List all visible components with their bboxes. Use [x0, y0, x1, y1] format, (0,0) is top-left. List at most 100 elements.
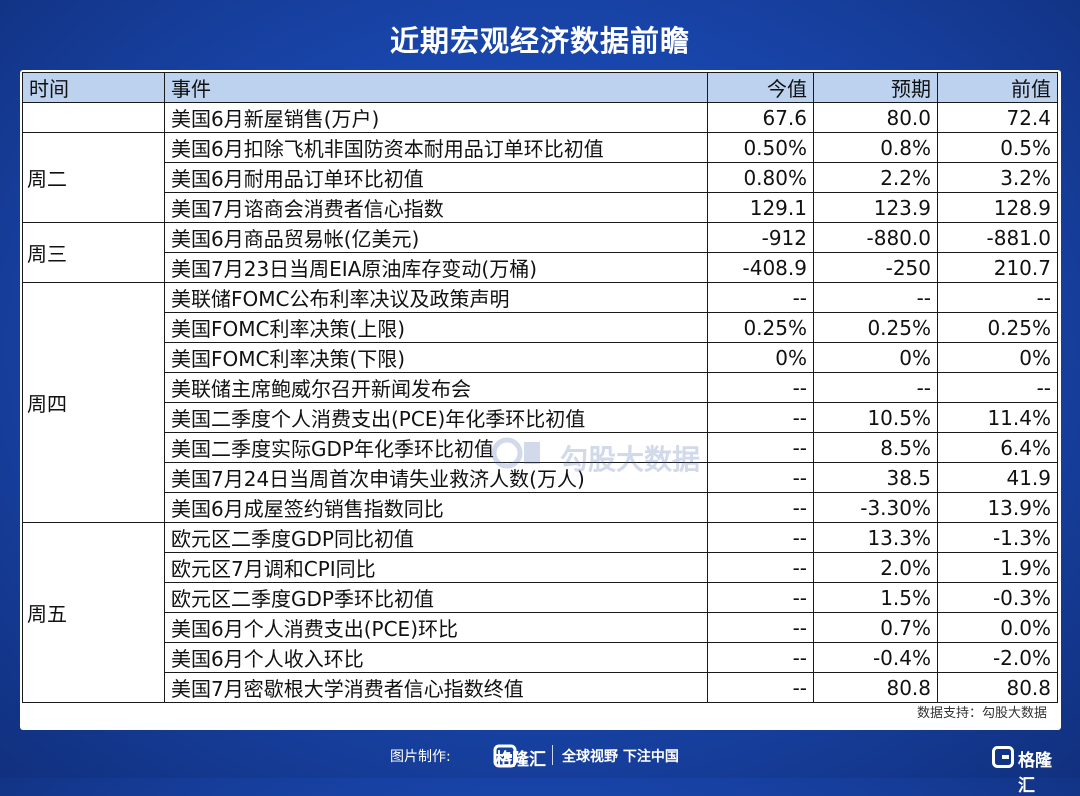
forecast-cell: -- — [813, 372, 938, 403]
actual-cell: -- — [707, 432, 814, 463]
forecast-cell: -0.4% — [813, 642, 938, 673]
previous-cell: 11.4% — [937, 402, 1058, 433]
page-title: 近期宏观经济数据前瞻 — [389, 24, 690, 58]
corner-brand-name: 格隆汇 — [1018, 751, 1052, 796]
forecast-cell: 13.3% — [813, 522, 938, 553]
event-cell: 美国6月个人收入环比 — [164, 642, 708, 673]
event-cell: 美国6月个人消费支出(PCE)环比 — [164, 612, 708, 643]
forecast-cell: 80.8 — [813, 672, 938, 703]
previous-cell: 1.9% — [937, 552, 1058, 583]
previous-cell: 41.9 — [937, 462, 1058, 493]
forecast-cell: 80.0 — [813, 102, 938, 133]
forecast-cell: 8.5% — [813, 432, 938, 463]
table-row: 美国7月24日当周首次申请失业救济人数(万人) -- 38.5 41.9 — [23, 462, 1058, 493]
table-row: 周三 美国6月商品贸易帐(亿美元) -912 -880.0 -881.0 — [22, 222, 1058, 283]
table-row: 美国7月23日当周EIA原油库存变动(万桶) -408.9 -250 210.7 — [23, 252, 1058, 283]
footer-slogan: 全球视野 下注中国 — [562, 749, 679, 765]
actual-cell: -- — [707, 642, 814, 673]
forecast-cell: 2.2% — [813, 162, 938, 193]
data-source: 数据支持：勾股大数据 — [916, 706, 1047, 721]
table-header-row: 时间 事件 今值 预期 前值 — [22, 72, 1058, 103]
table-row: 美国7月密歇根大学消费者信心指数终值 -- 80.8 80.8 — [23, 672, 1058, 703]
actual-cell: -- — [707, 672, 814, 703]
footer-bar: 图片制作: 格隆汇 全球视野 下注中国 格隆汇 — [0, 738, 1080, 796]
previous-cell: 72.4 — [937, 102, 1058, 133]
forecast-cell: 38.5 — [813, 462, 938, 493]
table-row: 美国7月谘商会消费者信心指数 129.1 123.9 128.9 — [23, 192, 1058, 223]
actual-cell: 67.6 — [707, 102, 814, 133]
header-actual: 今值 — [707, 72, 814, 103]
table-row: 美国二季度个人消费支出(PCE)年化季环比初值 -- 10.5% 11.4% — [23, 402, 1058, 433]
table-row: 周五 欧元区二季度GDP同比初值 -- 13.3% -1.3% — [22, 522, 1058, 703]
header-forecast: 预期 — [813, 72, 938, 103]
table-row: 美国6月新屋销售(万户) 67.6 80.0 72.4 — [22, 102, 1058, 133]
forecast-cell: 123.9 — [813, 192, 938, 223]
forecast-cell: 2.0% — [813, 552, 938, 583]
forecast-cell: -880.0 — [813, 222, 938, 253]
event-cell: 欧元区二季度GDP同比初值 — [164, 522, 708, 553]
table-body: 美国6月新屋销售(万户) 67.6 80.0 72.4 周二 美国6月扣除飞机非国防资本耐… — [22, 102, 1058, 703]
forecast-cell: 0.8% — [813, 132, 938, 163]
actual-cell: 0.80% — [707, 162, 814, 193]
header-event: 事件 — [164, 72, 708, 103]
event-cell: 美国二季度个人消费支出(PCE)年化季环比初值 — [164, 402, 708, 433]
event-cell: 欧元区二季度GDP季环比初值 — [164, 582, 708, 613]
event-cell: 美国7月密歇根大学消费者信心指数终值 — [164, 672, 708, 703]
forecast-cell: 0.7% — [813, 612, 938, 643]
actual-cell: -- — [707, 612, 814, 643]
table-row: 美国二季度实际GDP年化季环比初值 -- 8.5% 6.4% — [23, 432, 1058, 463]
actual-cell: -- — [707, 522, 814, 553]
macro-data-table: 时间 事件 今值 预期 前值 美国6月新屋销售(万户) 67.6 80.0 72.4 周… — [22, 72, 1058, 703]
actual-cell: -912 — [707, 222, 814, 253]
table-row: 美国6月个人消费支出(PCE)环比 -- 0.7% 0.0% — [23, 612, 1058, 643]
actual-cell: 0% — [707, 342, 814, 373]
actual-cell: -- — [707, 492, 814, 523]
event-cell: 美国二季度实际GDP年化季环比初值 — [164, 432, 708, 463]
day-cell: 周四 — [22, 282, 165, 523]
actual-cell: -- — [707, 582, 814, 613]
table-row: 美国FOMC利率决策(上限) 0.25% 0.25% 0.25% — [23, 312, 1058, 343]
table-row: 欧元区二季度GDP季环比初值 -- 1.5% -0.3% — [23, 582, 1058, 613]
previous-cell: 80.8 — [937, 672, 1058, 703]
day-cell: 周二 — [22, 132, 165, 223]
day-cell: 周五 — [22, 522, 165, 703]
forecast-cell: 0% — [813, 342, 938, 373]
actual-cell: 0.50% — [707, 132, 814, 163]
corner-logo-icon — [992, 746, 1014, 768]
actual-cell: -408.9 — [707, 252, 814, 283]
event-cell: 美国6月扣除飞机非国防资本耐用品订单环比初值 — [164, 132, 708, 163]
event-cell: 美国7月谘商会消费者信心指数 — [164, 192, 708, 223]
table-row: 美国6月成屋签约销售指数同比 -- -3.30% 13.9% — [23, 492, 1058, 523]
forecast-cell: -- — [813, 282, 938, 313]
day-cell: 周三 — [22, 222, 165, 283]
table-row: 美联储主席鲍威尔召开新闻发布会 -- -- -- — [23, 372, 1058, 403]
event-cell: 美联储FOMC公布利率决议及政策声明 — [164, 282, 708, 313]
event-cell: 美国6月耐用品订单环比初值 — [164, 162, 708, 193]
previous-cell: -1.3% — [937, 522, 1058, 553]
table-row: 美国6月个人收入环比 -- -0.4% -2.0% — [23, 642, 1058, 673]
brand-logo-icon — [493, 744, 517, 768]
previous-cell: 210.7 — [937, 252, 1058, 283]
actual-cell: -- — [707, 462, 814, 493]
event-cell: 美国FOMC利率决策(上限) — [164, 312, 708, 343]
actual-cell: -- — [707, 372, 814, 403]
previous-cell: -- — [937, 372, 1058, 403]
previous-cell: -- — [937, 282, 1058, 313]
day-cell — [22, 102, 165, 133]
previous-cell: -881.0 — [937, 222, 1058, 253]
brand-name: 格隆汇 — [495, 750, 546, 770]
table-row: 美国FOMC利率决策(下限) 0% 0% 0% — [23, 342, 1058, 373]
footer-divider — [552, 745, 553, 765]
previous-cell: 3.2% — [937, 162, 1058, 193]
previous-cell: 128.9 — [937, 192, 1058, 223]
header-previous: 前值 — [937, 72, 1058, 103]
table-row: 美国6月耐用品订单环比初值 0.80% 2.2% 3.2% — [23, 162, 1058, 193]
previous-cell: 0% — [937, 342, 1058, 373]
event-cell: 美国6月新屋销售(万户) — [164, 102, 708, 133]
header-time: 时间 — [22, 72, 165, 103]
table-row: 周二 美国6月扣除飞机非国防资本耐用品订单环比初值 0.50% 0.8% 0.5% — [22, 132, 1058, 223]
actual-cell: -- — [707, 402, 814, 433]
corner-brand: 格隆汇 — [992, 744, 1068, 796]
table-panel: 时间 事件 今值 预期 前值 美国6月新屋销售(万户) 67.6 80.0 72.4 周… — [20, 70, 1061, 730]
forecast-cell: -250 — [813, 252, 938, 283]
